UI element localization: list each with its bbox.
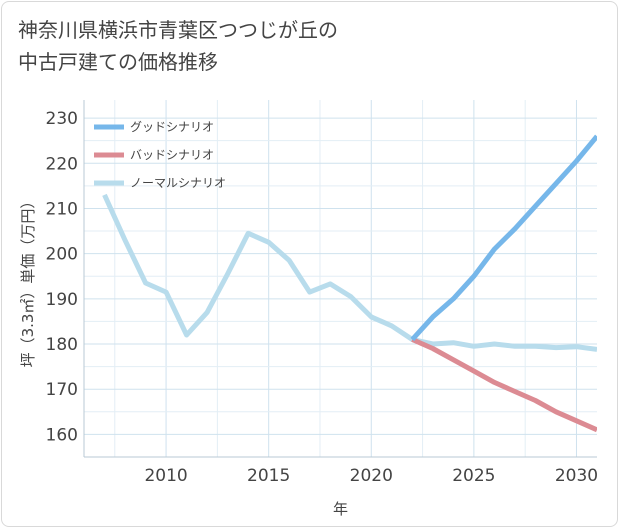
x-tick-label: 2030 [555,466,598,486]
plot-area [84,100,597,457]
grid [84,100,597,457]
legend-label: バッドシナリオ [130,148,214,162]
y-tick-label: 160 [46,425,78,445]
y-tick-label: 220 [46,154,78,174]
x-tick-label: 2020 [350,466,393,486]
chart-title-line-1: 神奈川県横浜市青葉区つつじが丘の [18,18,338,42]
y-tick-label: 170 [46,380,78,400]
x-tick-label: 2015 [247,466,290,486]
chart-title-line-2: 中古戸建ての価格推移 [18,50,218,74]
legend-label: グッドシナリオ [130,120,214,134]
good-scenario-line [410,134,597,342]
chart-title: 神奈川県横浜市青葉区つつじが丘の 中古戸建ての価格推移 [18,14,338,78]
series-layer [102,134,597,433]
y-tick-label: 190 [46,290,78,310]
y-tick-label: 200 [46,245,78,265]
y-tick-label: 230 [46,109,78,129]
y-tick-label: 180 [46,335,78,355]
normal-scenario-line [102,193,597,352]
bad-scenario-line [411,337,597,433]
legend-label: ノーマルシナリオ [130,176,226,190]
y-axis-title: 坪（3.3㎡）単価（万円） [19,194,37,368]
axes: 2010 2015 2020 2025 2030 160 170 180 190 200 210 22… [46,100,598,486]
y-tick-label: 210 [46,199,78,219]
x-tick-label: 2010 [144,466,187,486]
x-tick-label: 2025 [452,466,495,486]
x-axis-title: 年 [333,500,348,518]
